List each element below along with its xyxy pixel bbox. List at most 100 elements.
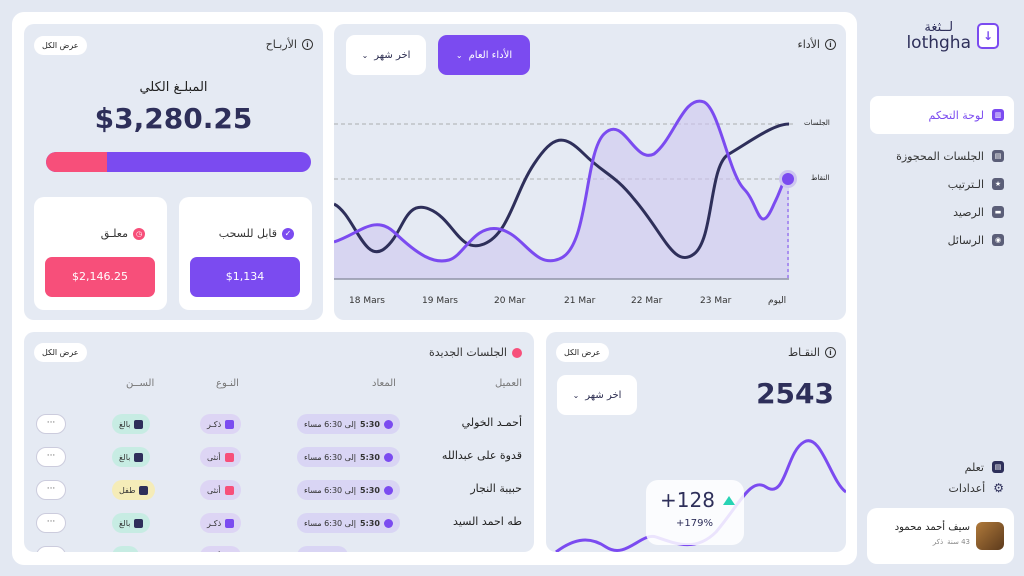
withdrawable-button[interactable]: $1,134 [190,257,300,297]
age-badge: بالغ [112,414,151,434]
star-icon: ★ [992,178,1004,190]
table-row[interactable]: طه احمد السيد 5:30 إلى 6:30 مساء ذكـر بالغ ··… [24,511,534,535]
age-badge: بالغ [112,447,151,467]
col-client: العميل [494,378,522,389]
points-delta-card: +128 +179% [646,480,744,545]
view-all-button[interactable]: عرض الكل [34,343,87,362]
gender-label: أنثى [207,452,221,462]
profits-header: i الأربـاح [266,38,313,51]
table-row[interactable]: قدوة على عبدالله 5:30 إلى 6:30 مساء أنثى بال… [24,445,534,469]
x-axis-label: 18 Mars [349,296,385,306]
x-axis-label: اليوم [768,296,787,306]
adult-icon [134,518,144,528]
overall-dropdown[interactable]: ⌄ الأداء العام [438,35,530,75]
more-options-button[interactable]: ··· [36,414,66,434]
chevron-down-icon: ⌄ [455,50,463,60]
logo-mark-icon: ↓ [977,23,999,49]
info-icon: i [825,39,836,50]
up-arrow-icon [722,495,735,505]
chevron-down-icon: ⌄ [572,390,580,400]
gender-badge: ذكـر [200,513,242,533]
more-options-button[interactable]: ··· [36,480,66,500]
withdrawable-header: ✓ قابل للسحب [219,227,294,240]
sidebar: لــثغة lothgha ↓ لوحة التحكم ▥ الجلسات الم… [862,0,1024,576]
sidebar-item-star[interactable]: الـترتيب ★ [870,173,1014,195]
sidebar-item-learn[interactable]: تعلم ▤ [870,456,1014,478]
sidebar-item-settings[interactable]: أعدادات ⚙ [870,477,1014,499]
logo-arabic: لــثغة [924,20,954,35]
gender-label: ذكـر [207,419,222,429]
view-all-button[interactable]: عرض الكل [34,36,87,55]
pending-label: معلـق [100,227,128,240]
col-type: النـوع [216,378,239,389]
table-row[interactable]: 5:30 أنثى ··· [24,544,534,552]
gender-badge: ذكـر [200,414,242,434]
points-delta: +128 [660,488,715,512]
wallet-icon: ▬ [992,206,1004,218]
pending-button[interactable]: $2,146.25 [45,257,155,297]
client-name: أحمـد الخولي [461,416,522,429]
more-options-button[interactable]: ··· [36,513,66,533]
more-options-button[interactable]: ··· [36,447,66,467]
sessions-title: الجلسات الجديدة [428,346,507,359]
more-options-button[interactable]: ··· [36,546,66,552]
x-axis-label: 21 Mar [564,296,596,306]
points-header: i النقـاط [788,346,836,359]
age-label: بالغ [119,452,131,462]
chat-icon: ◉ [992,234,1004,246]
table-row[interactable]: أحمـد الخولي 5:30 إلى 6:30 مساء ذكـر بالغ ··· [24,412,534,436]
sidebar-item-chat[interactable]: الرسائل ◉ [870,229,1014,251]
user-card[interactable]: سيف أحمد محمود 43 سنة ذكر [867,508,1014,564]
settings-label: أعدادات [948,481,986,495]
gender-badge: أنثى [200,480,241,500]
progress-fill [46,152,107,172]
performance-title: الأداء [797,38,820,51]
female-icon [224,452,234,462]
session-time: 5:30 [360,485,380,495]
logo-text-block: لــثغة lothgha [906,20,971,52]
client-name: حبيبة النجار [470,482,522,495]
time-badge: 5:30 إلى 6:30 مساء [297,447,400,467]
clock-icon [383,452,393,462]
time-badge: 5:30 إلى 6:30 مساء [297,513,400,533]
session-range: إلى 6:30 مساء [304,518,357,528]
sidebar-item-calendar[interactable]: الجلسات المحجوزة ▤ [870,145,1014,167]
sessions-legend: الجلسات [804,119,830,127]
profits-card: i الأربـاح عرض الكل المبلـغ الكلي $3,280… [24,24,323,320]
client-name: قدوة على عبدالله [441,449,522,462]
view-all-button[interactable]: عرض الكل [556,343,609,362]
time-badge: 5:30 إلى 6:30 مساء [297,480,400,500]
gender-label: أنثى [207,485,221,495]
gender-badge: أنثى [200,546,241,552]
clock-icon [383,518,393,528]
sidebar-item-wallet[interactable]: الرصيد ▬ [870,201,1014,223]
sidebar-item-chart[interactable]: لوحة التحكم ▥ [870,96,1014,134]
logo-english: lothgha [906,33,971,53]
user-age: 43 سنة [947,538,970,546]
points-value: 2543 [756,377,834,410]
session-range: إلى 6:30 مساء [304,419,357,429]
chevron-down-icon: ⌄ [361,50,369,60]
chart-icon: ▥ [992,109,1004,121]
profit-progress-bar [46,152,311,172]
period-dropdown[interactable]: ⌄ اخر شهر [346,35,426,75]
overall-dropdown-label: الأداء العام [468,49,513,61]
performance-chart [334,99,797,280]
user-gender: ذكر [932,538,944,546]
clock-icon [383,419,393,429]
age-label: طفل [119,485,136,495]
points-period-dropdown[interactable]: ⌄ اخر شهر [557,375,637,415]
x-axis-label: 22 Mar [631,296,663,306]
session-time: 5:30 [360,419,380,429]
total-amount: $3,280.25 [94,102,253,135]
male-icon [225,518,235,528]
calendar-icon: ▤ [992,150,1004,162]
time-badge: 5:30 إلى 6:30 مساء [297,414,400,434]
points-delta-pct: +179% [676,518,713,529]
clock-icon [331,551,341,552]
sidebar-item-label: لوحة التحكم [928,108,984,122]
sessions-header: الجلسات الجديدة [429,346,522,359]
male-icon [225,419,235,429]
table-row[interactable]: حبيبة النجار 5:30 إلى 6:30 مساء أنثى طفل ··· [24,478,534,502]
bookmark-icon [139,485,149,495]
